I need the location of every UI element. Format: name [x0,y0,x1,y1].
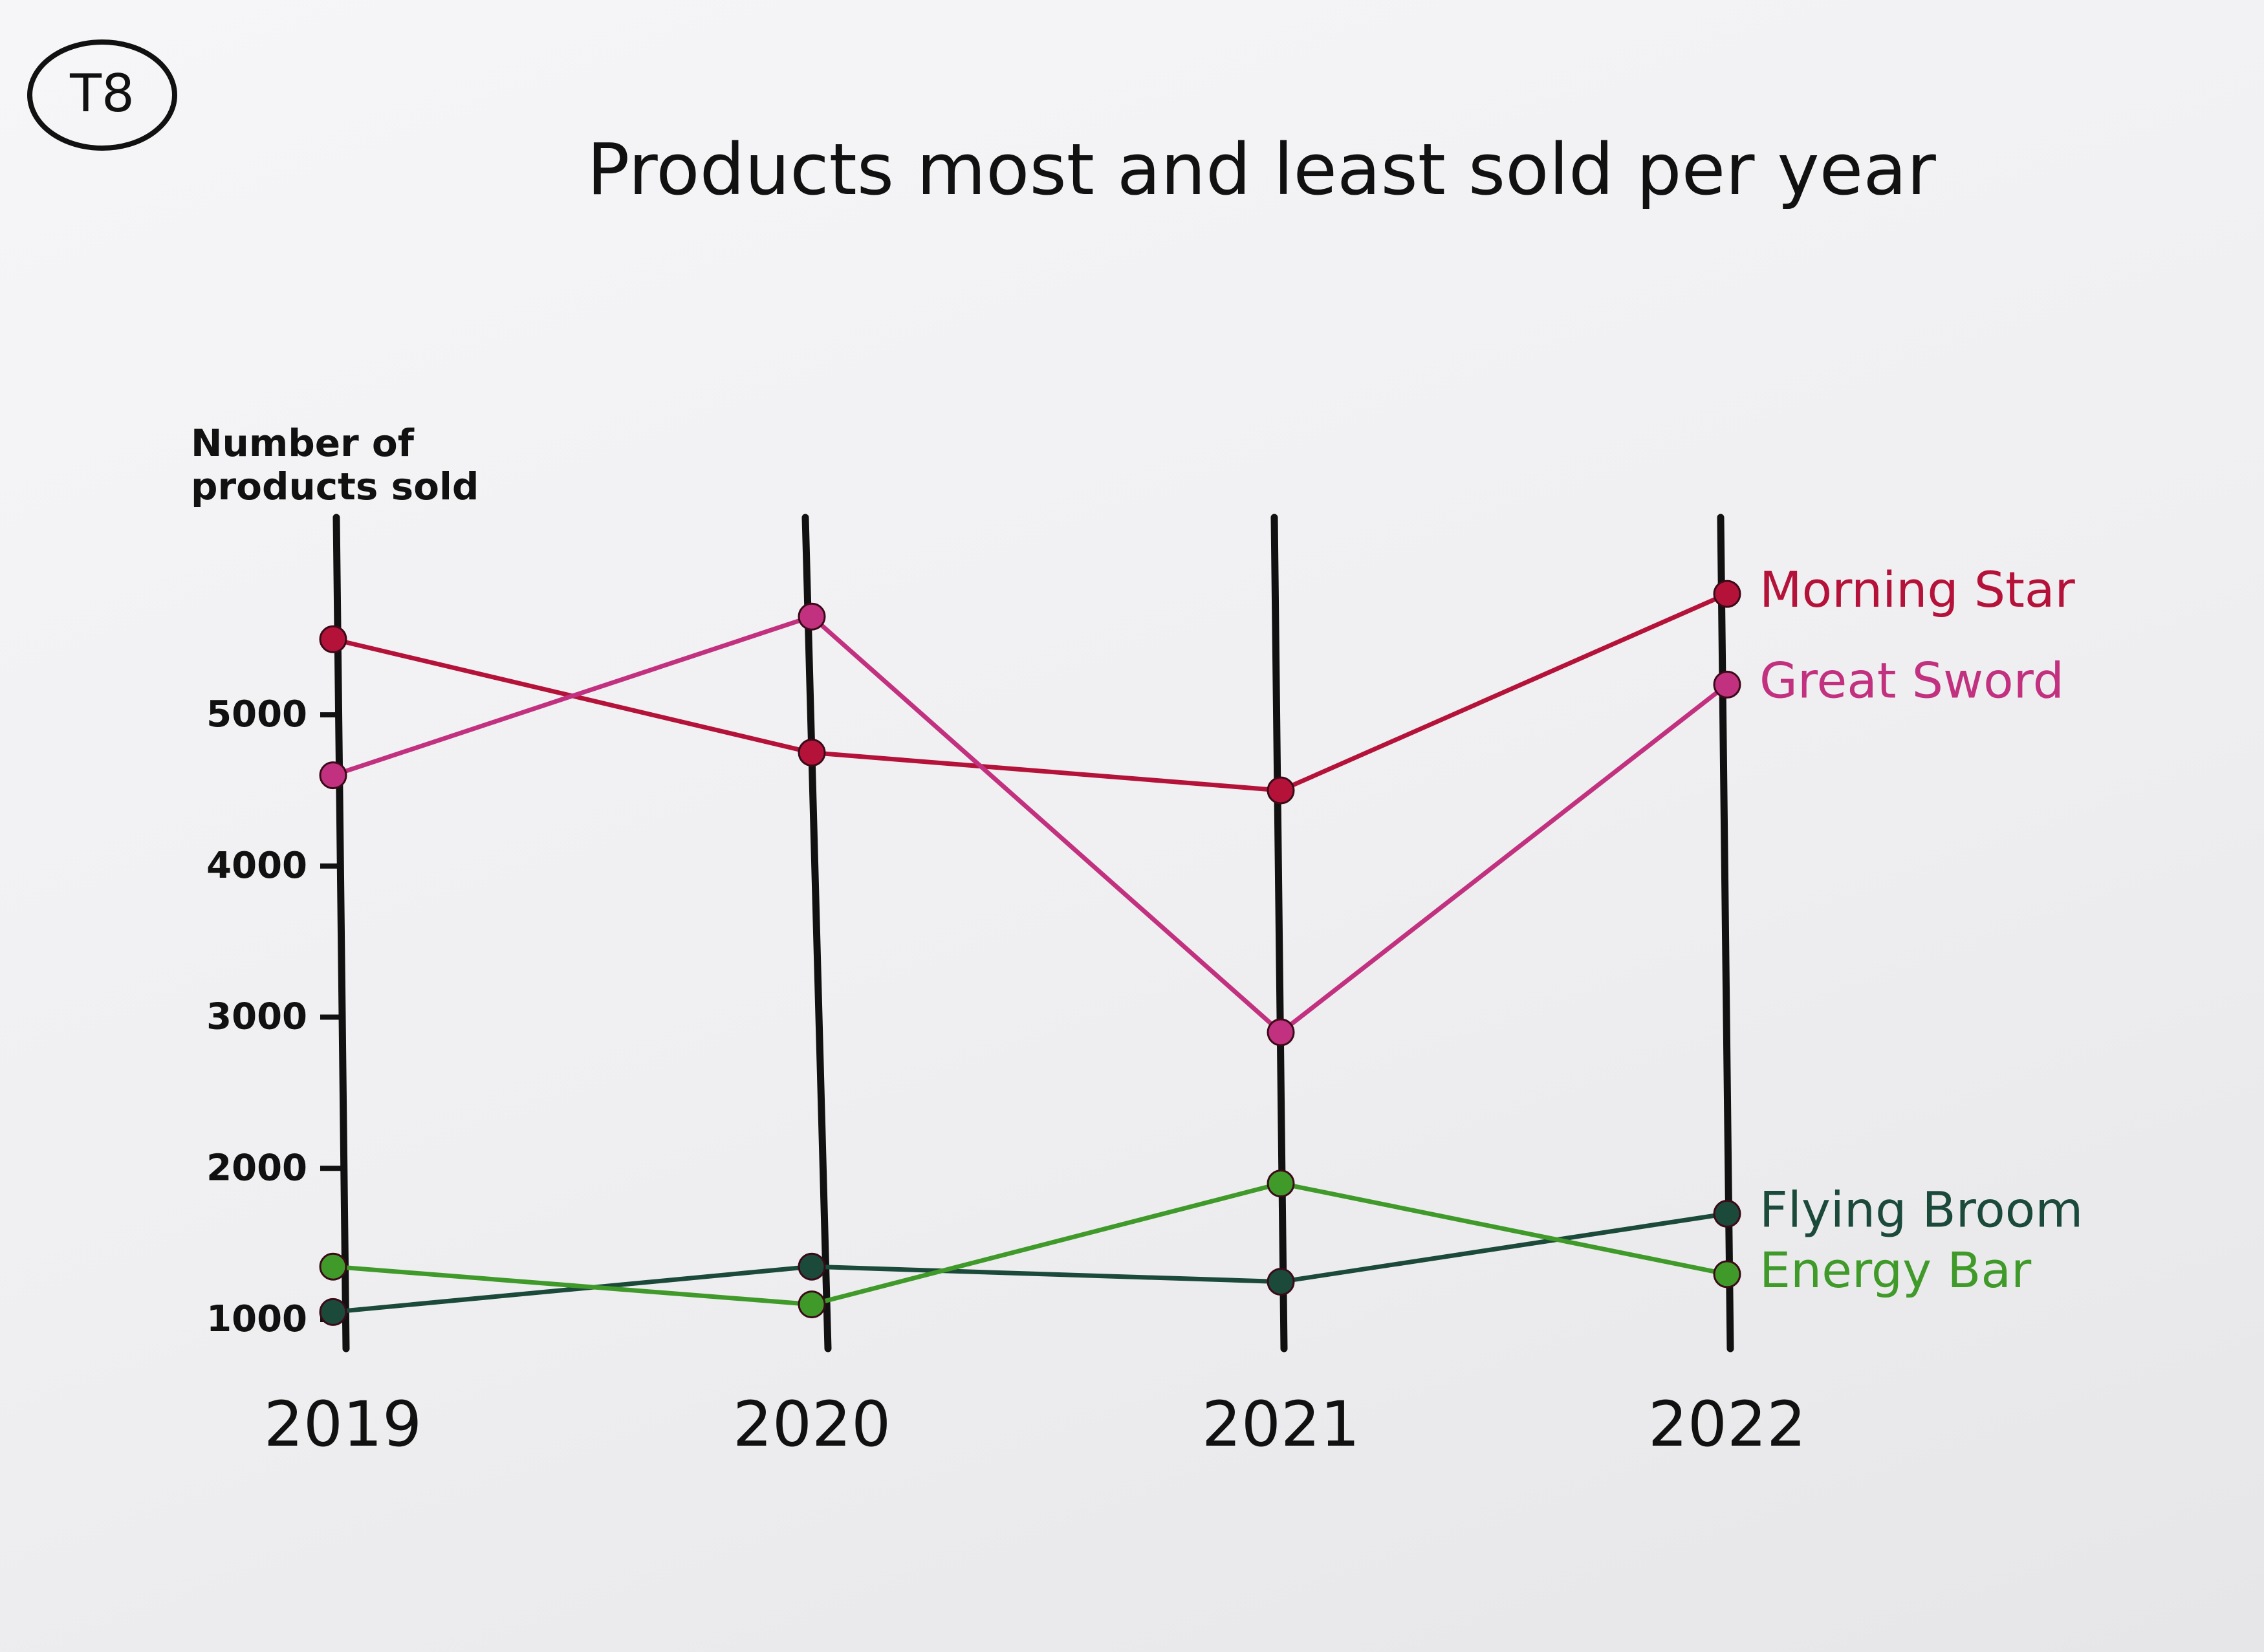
y-tick-label-5000: 5000 [206,693,307,735]
point-flying-broom-2022 [1713,1199,1741,1228]
year-axis-2019 [332,514,350,1353]
y-tick-label-2000: 2000 [206,1147,307,1189]
point-morning-star-2019 [319,625,347,653]
point-energy-bar-2020 [798,1290,826,1319]
year-axis-2021 [1270,514,1288,1353]
y-tick-label-4000: 4000 [206,845,307,887]
y-axis-title-line-1: Number of [191,421,415,465]
axes [332,514,1734,1353]
point-energy-bar-2019 [319,1252,347,1281]
legend-label-great-sword: Great Sword [1759,651,2064,709]
legend: Morning Star Great Sword Flying BroomEnerg… [1759,561,2083,1299]
point-great-sword-2021 [1267,1018,1295,1047]
x-tick-label-2019: 2019 [264,1388,422,1461]
series-line-energy-bar [332,1181,1728,1307]
series-line-great-sword [332,614,1729,1035]
point-flying-broom-2021 [1267,1268,1295,1296]
point-morning-star-2022 [1713,580,1741,608]
legend-label-energy-bar: Energy Bar [1759,1241,2032,1299]
x-tick-label-2020: 2020 [733,1388,891,1461]
point-great-sword-2020 [798,602,826,631]
y-tick-label-3000: 3000 [206,996,307,1038]
badge-circle [27,39,177,151]
x-tick-label-2021: 2021 [1202,1388,1360,1461]
legend-label-flying-broom: Flying Broom [1759,1180,2083,1238]
year-axis-2020 [801,514,832,1353]
point-great-sword-2022 [1713,670,1741,699]
badge: T8 [27,39,177,151]
point-great-sword-2019 [319,761,347,790]
y-axis-title: Number of products sold [191,421,479,508]
series-line-morning-star [332,591,1728,793]
point-flying-broom-2020 [798,1252,826,1281]
x-tick-label-2022: 2022 [1648,1388,1806,1461]
legend-label-morning-star: Morning Star [1759,561,2075,618]
point-flying-broom-2019 [319,1298,347,1326]
badge-text: T8 [69,63,135,124]
y-axis: 1000 2000 3000 4000 5000 [206,693,342,1340]
point-energy-bar-2022 [1713,1260,1741,1288]
y-tick-label-1000: 1000 [206,1298,307,1340]
series-line-flying-broom [332,1211,1728,1314]
series-group [319,580,1741,1326]
point-energy-bar-2021 [1267,1169,1295,1198]
point-morning-star-2020 [798,739,826,767]
point-morning-star-2021 [1267,776,1295,805]
y-axis-title-line-2: products sold [191,464,479,508]
x-axis: 2019 2020 2021 2022 [264,1388,1806,1461]
chart-title: Products most and least sold per year [587,128,1937,211]
